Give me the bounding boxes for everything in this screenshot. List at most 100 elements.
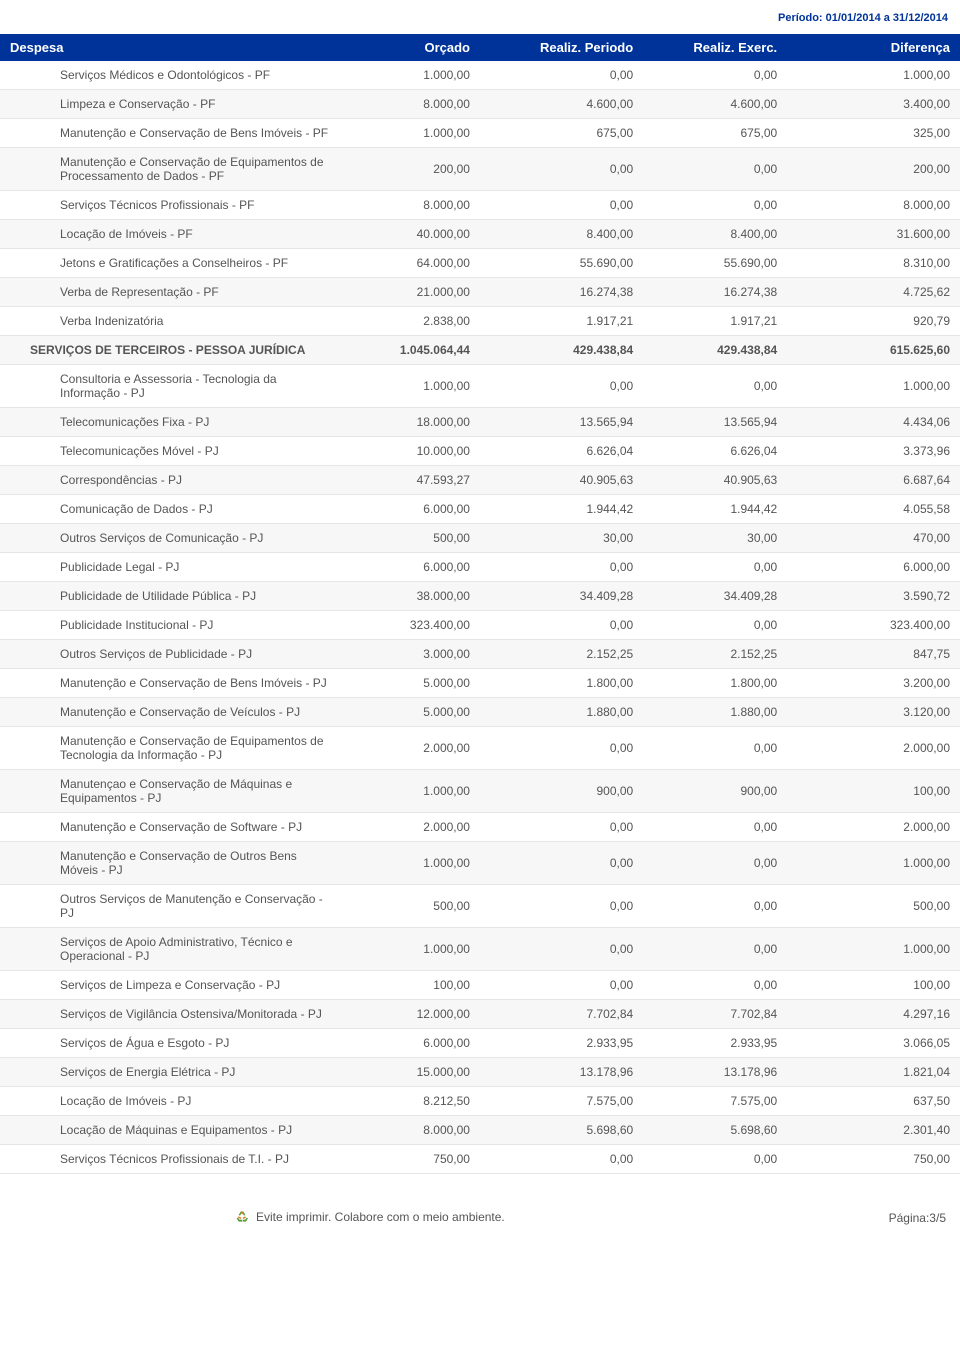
cell-label: Locação de Imóveis - PF	[0, 220, 346, 249]
cell-value: 40.905,63	[480, 466, 643, 495]
table-row: Limpeza e Conservação - PF8.000,004.600,…	[0, 90, 960, 119]
table-row: SERVIÇOS DE TERCEIROS - PESSOA JURÍDICA1…	[0, 336, 960, 365]
cell-value: 12.000,00	[346, 1000, 480, 1029]
cell-value: 4.725,62	[787, 278, 960, 307]
cell-value: 100,00	[787, 770, 960, 813]
cell-value: 0,00	[643, 727, 787, 770]
cell-label: Serviços Técnicos Profissionais - PF	[0, 191, 346, 220]
table-row: Serviços Técnicos Profissionais de T.I. …	[0, 1145, 960, 1174]
cell-value: 7.575,00	[643, 1087, 787, 1116]
cell-value: 750,00	[787, 1145, 960, 1174]
cell-value: 470,00	[787, 524, 960, 553]
cell-value: 8.000,00	[346, 191, 480, 220]
table-row: Outros Serviços de Manutenção e Conserva…	[0, 885, 960, 928]
cell-value: 0,00	[480, 727, 643, 770]
cell-label: Serviços de Limpeza e Conservação - PJ	[0, 971, 346, 1000]
cell-value: 0,00	[643, 148, 787, 191]
cell-value: 920,79	[787, 307, 960, 336]
cell-label: Manutenção e Conservação de Software - P…	[0, 813, 346, 842]
table-row: Serviços de Vigilância Ostensiva/Monitor…	[0, 1000, 960, 1029]
cell-label: Verba de Representação - PF	[0, 278, 346, 307]
cell-value: 1.821,04	[787, 1058, 960, 1087]
table-row: Outros Serviços de Publicidade - PJ3.000…	[0, 640, 960, 669]
cell-value: 4.600,00	[480, 90, 643, 119]
cell-value: 8.212,50	[346, 1087, 480, 1116]
cell-value: 4.434,06	[787, 408, 960, 437]
cell-value: 0,00	[480, 842, 643, 885]
cell-label: Limpeza e Conservação - PF	[0, 90, 346, 119]
cell-value: 38.000,00	[346, 582, 480, 611]
page-footer: Evite imprimir. Colabore com o meio ambi…	[0, 1174, 960, 1235]
col-realiz-periodo: Realiz. Periodo	[480, 34, 643, 61]
cell-value: 2.933,95	[480, 1029, 643, 1058]
table-row: Manutenção e Conservação de Veículos - P…	[0, 698, 960, 727]
cell-value: 1.000,00	[346, 365, 480, 408]
cell-value: 2.000,00	[787, 727, 960, 770]
cell-value: 15.000,00	[346, 1058, 480, 1087]
cell-value: 1.000,00	[787, 61, 960, 90]
cell-value: 3.590,72	[787, 582, 960, 611]
cell-label: Outros Serviços de Comunicação - PJ	[0, 524, 346, 553]
cell-value: 1.917,21	[643, 307, 787, 336]
cell-value: 0,00	[643, 61, 787, 90]
cell-label: Jetons e Gratificações a Conselheiros - …	[0, 249, 346, 278]
cell-value: 2.152,25	[643, 640, 787, 669]
cell-value: 8.310,00	[787, 249, 960, 278]
cell-value: 6.000,00	[346, 553, 480, 582]
cell-value: 3.400,00	[787, 90, 960, 119]
cell-value: 6.000,00	[346, 495, 480, 524]
cell-value: 0,00	[480, 971, 643, 1000]
cell-label: Serviços Médicos e Odontológicos - PF	[0, 61, 346, 90]
cell-value: 30,00	[480, 524, 643, 553]
cell-value: 2.000,00	[346, 727, 480, 770]
cell-value: 500,00	[346, 524, 480, 553]
cell-value: 2.000,00	[787, 813, 960, 842]
cell-value: 64.000,00	[346, 249, 480, 278]
cell-value: 1.800,00	[643, 669, 787, 698]
cell-value: 500,00	[346, 885, 480, 928]
cell-value: 5.698,60	[480, 1116, 643, 1145]
period-label: Período: 01/01/2014 a 31/12/2014	[0, 0, 960, 34]
cell-value: 0,00	[480, 813, 643, 842]
cell-value: 323.400,00	[787, 611, 960, 640]
cell-value: 2.301,40	[787, 1116, 960, 1145]
cell-value: 1.045.064,44	[346, 336, 480, 365]
cell-value: 8.000,00	[787, 191, 960, 220]
cell-value: 16.274,38	[480, 278, 643, 307]
cell-value: 0,00	[643, 928, 787, 971]
cell-value: 900,00	[643, 770, 787, 813]
cell-value: 47.593,27	[346, 466, 480, 495]
cell-value: 6.626,04	[643, 437, 787, 466]
cell-value: 1.944,42	[643, 495, 787, 524]
cell-value: 0,00	[480, 1145, 643, 1174]
table-row: Telecomunicações Móvel - PJ10.000,006.62…	[0, 437, 960, 466]
cell-value: 0,00	[480, 928, 643, 971]
cell-value: 3.200,00	[787, 669, 960, 698]
cell-label: Manutenção e Conservação de Veículos - P…	[0, 698, 346, 727]
cell-value: 55.690,00	[643, 249, 787, 278]
cell-value: 0,00	[480, 885, 643, 928]
cell-label: Manutenção e Conservação de Bens Imóveis…	[0, 119, 346, 148]
cell-value: 2.933,95	[643, 1029, 787, 1058]
cell-value: 0,00	[643, 971, 787, 1000]
cell-value: 323.400,00	[346, 611, 480, 640]
table-row: Locação de Imóveis - PJ8.212,507.575,007…	[0, 1087, 960, 1116]
cell-label: Correspondências - PJ	[0, 466, 346, 495]
table-row: Consultoria e Assessoria - Tecnologia da…	[0, 365, 960, 408]
cell-value: 6.626,04	[480, 437, 643, 466]
table-row: Outros Serviços de Comunicação - PJ500,0…	[0, 524, 960, 553]
cell-value: 31.600,00	[787, 220, 960, 249]
col-diferenca: Diferença	[787, 34, 960, 61]
table-row: Manutenção e Conservação de Software - P…	[0, 813, 960, 842]
cell-value: 5.698,60	[643, 1116, 787, 1145]
cell-value: 100,00	[787, 971, 960, 1000]
cell-value: 0,00	[480, 191, 643, 220]
cell-value: 100,00	[346, 971, 480, 1000]
table-row: Correspondências - PJ47.593,2740.905,634…	[0, 466, 960, 495]
cell-value: 325,00	[787, 119, 960, 148]
cell-value: 1.000,00	[787, 928, 960, 971]
cell-label: Outros Serviços de Manutenção e Conserva…	[0, 885, 346, 928]
cell-label: Locação de Imóveis - PJ	[0, 1087, 346, 1116]
table-row: Telecomunicações Fixa - PJ18.000,0013.56…	[0, 408, 960, 437]
cell-value: 8.400,00	[643, 220, 787, 249]
